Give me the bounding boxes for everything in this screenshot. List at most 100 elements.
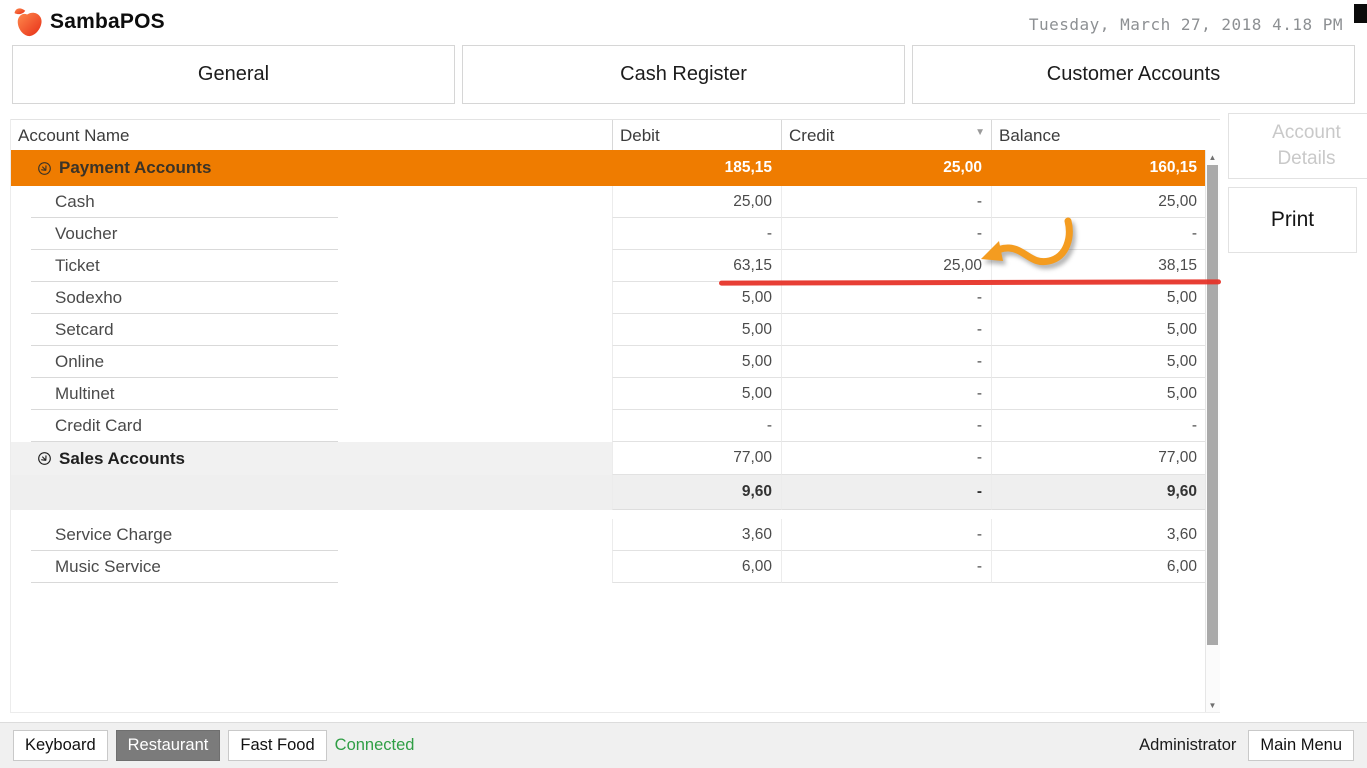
debit-value: 185,15 [724, 159, 772, 176]
table-row-cash[interactable]: Cash 25,00-25,00 [11, 186, 1206, 218]
account-name-cell: Credit Card [11, 410, 612, 442]
department-button-fast-food[interactable]: Fast Food [228, 730, 327, 761]
main-menu-button[interactable]: Main Menu [1248, 730, 1354, 761]
column-header-debit[interactable]: Debit [612, 120, 781, 151]
debit-value: - [612, 218, 781, 250]
column-header-label: Balance [999, 125, 1061, 145]
account-details-button[interactable]: Account Details [1228, 113, 1367, 179]
column-header-credit[interactable]: Credit ▼ [781, 120, 991, 151]
tab-general[interactable]: General [12, 45, 455, 104]
credit-value: - [781, 442, 991, 475]
debit-value: - [612, 410, 781, 442]
column-header-label: Account Name [18, 125, 130, 145]
account-name: Online [55, 352, 105, 371]
bottom-bar-right: Administrator Main Menu [1139, 730, 1354, 761]
account-name-cell: Setcard [11, 314, 612, 346]
account-name: Cash [55, 192, 95, 211]
tab-customer-accounts[interactable]: Customer Accounts [912, 45, 1355, 104]
table-row-sales-accounts[interactable]: Sales Accounts 77,00-77,00 [11, 442, 1206, 475]
bottom-bar: Keyboard Restaurant Fast Food Connected Ad… [0, 722, 1367, 768]
debit-value: 5,00 [612, 346, 781, 378]
debit-value: 5,00 [612, 378, 781, 410]
account-name-cell: Voucher [11, 218, 612, 250]
table-row-online[interactable]: Online 5,00-5,00 [11, 346, 1206, 378]
table-row-setcard[interactable]: Setcard 5,00-5,00 [11, 314, 1206, 346]
debit-value: 77,00 [612, 442, 781, 475]
balance-value: 38,15 [991, 250, 1206, 282]
table-row-sodexho[interactable]: Sodexho 5,00-5,00 [11, 282, 1206, 314]
account-name: Voucher [55, 224, 118, 243]
department-button-restaurant[interactable]: Restaurant [115, 730, 221, 761]
balance-value: 25,00 [991, 186, 1206, 218]
account-name: Credit Card [55, 416, 142, 435]
account-name-cell: Online [11, 346, 612, 378]
credit-filter-dropdown-icon[interactable]: ▼ [975, 127, 985, 138]
debit-value: 25,00 [612, 186, 781, 218]
account-name: Music Service [55, 557, 161, 576]
credit-value: - [781, 314, 991, 346]
column-header-balance[interactable]: Balance [991, 120, 1206, 151]
expander-icon[interactable] [37, 161, 52, 176]
balance-value: 9,60 [991, 475, 1206, 510]
table-header: Account Name Debit Credit ▼ Balance [11, 119, 1220, 152]
account-name-cell: Ticket [11, 250, 612, 282]
balance-value: 160,15 [1149, 159, 1197, 176]
account-name: Payment Accounts [59, 158, 212, 177]
print-button[interactable]: Print [1228, 187, 1357, 253]
expander-icon[interactable] [37, 451, 52, 466]
scroll-down-icon[interactable]: ▼ [1208, 700, 1217, 710]
account-name-cell: Sales Accounts [11, 442, 612, 475]
table-row-payment-accounts[interactable]: Payment Accounts 185,15 25,00 160,15 [11, 150, 1206, 186]
account-name-cell: Cash [11, 186, 612, 218]
table-row-subtotal[interactable]: 9,60-9,60 [11, 475, 1206, 510]
balance-value: 5,00 [991, 282, 1206, 314]
table-row-music-service[interactable]: Music Service 6,00-6,00 [11, 551, 1206, 583]
balance-value: 5,00 [991, 346, 1206, 378]
top-bar: SambaPOS Tuesday, March 27, 2018 4.18 PM [0, 0, 1367, 44]
debit-value: 63,15 [612, 250, 781, 282]
scrollbar-thumb[interactable] [1207, 165, 1218, 645]
table-row-credit-card[interactable]: Credit Card - - - [11, 410, 1206, 442]
logged-in-user: Administrator [1139, 736, 1237, 754]
account-name: Sales Accounts [59, 448, 185, 468]
table-row-ticket[interactable]: Ticket 63,15 25,00 38,15 [11, 250, 1206, 282]
account-name: Ticket [55, 256, 100, 275]
balance-value: - [991, 410, 1206, 442]
column-header-label: Debit [620, 125, 660, 145]
vertical-scrollbar[interactable]: ▲ ▼ [1205, 150, 1220, 712]
scroll-up-icon[interactable]: ▲ [1208, 152, 1217, 162]
credit-value: - [781, 282, 991, 314]
row-gap [11, 510, 1206, 519]
table-row-multinet[interactable]: Multinet 5,00-5,00 [11, 378, 1206, 410]
balance-value: - [991, 218, 1206, 250]
table-row-service-charge[interactable]: Service Charge 3,60-3,60 [11, 519, 1206, 551]
department-buttons: Keyboard Restaurant Fast Food [13, 730, 327, 761]
account-name-cell [11, 475, 612, 510]
debit-value: 6,00 [612, 551, 781, 583]
account-name: Multinet [55, 384, 115, 403]
column-header-label: Credit [789, 125, 835, 145]
account-name: Service Charge [55, 525, 173, 544]
credit-value: - [781, 551, 991, 583]
debit-value: 9,60 [612, 475, 781, 510]
debit-value: 5,00 [612, 314, 781, 346]
accounts-table: Account Name Debit Credit ▼ Balance Paym… [10, 119, 1222, 713]
debit-value: 5,00 [612, 282, 781, 314]
table-row-voucher[interactable]: Voucher - - - [11, 218, 1206, 250]
credit-value: - [781, 218, 991, 250]
balance-value: 5,00 [991, 314, 1206, 346]
account-name-cell: Payment Accounts [11, 150, 612, 186]
debit-value: 3,60 [612, 519, 781, 551]
credit-value: - [781, 378, 991, 410]
credit-value: - [781, 346, 991, 378]
account-name: Sodexho [55, 288, 123, 307]
balance-value: 3,60 [991, 519, 1206, 551]
balance-value: 5,00 [991, 378, 1206, 410]
department-button-keyboard[interactable]: Keyboard [13, 730, 108, 761]
account-name-cell: Sodexho [11, 282, 612, 314]
datetime-label: Tuesday, March 27, 2018 4.18 PM [1028, 15, 1343, 34]
tab-cash-register[interactable]: Cash Register [462, 45, 905, 104]
table-rows: Payment Accounts 185,15 25,00 160,15 Cash 25,… [11, 150, 1206, 583]
account-name-cell: Multinet [11, 378, 612, 410]
column-header-account-name[interactable]: Account Name [11, 120, 612, 151]
